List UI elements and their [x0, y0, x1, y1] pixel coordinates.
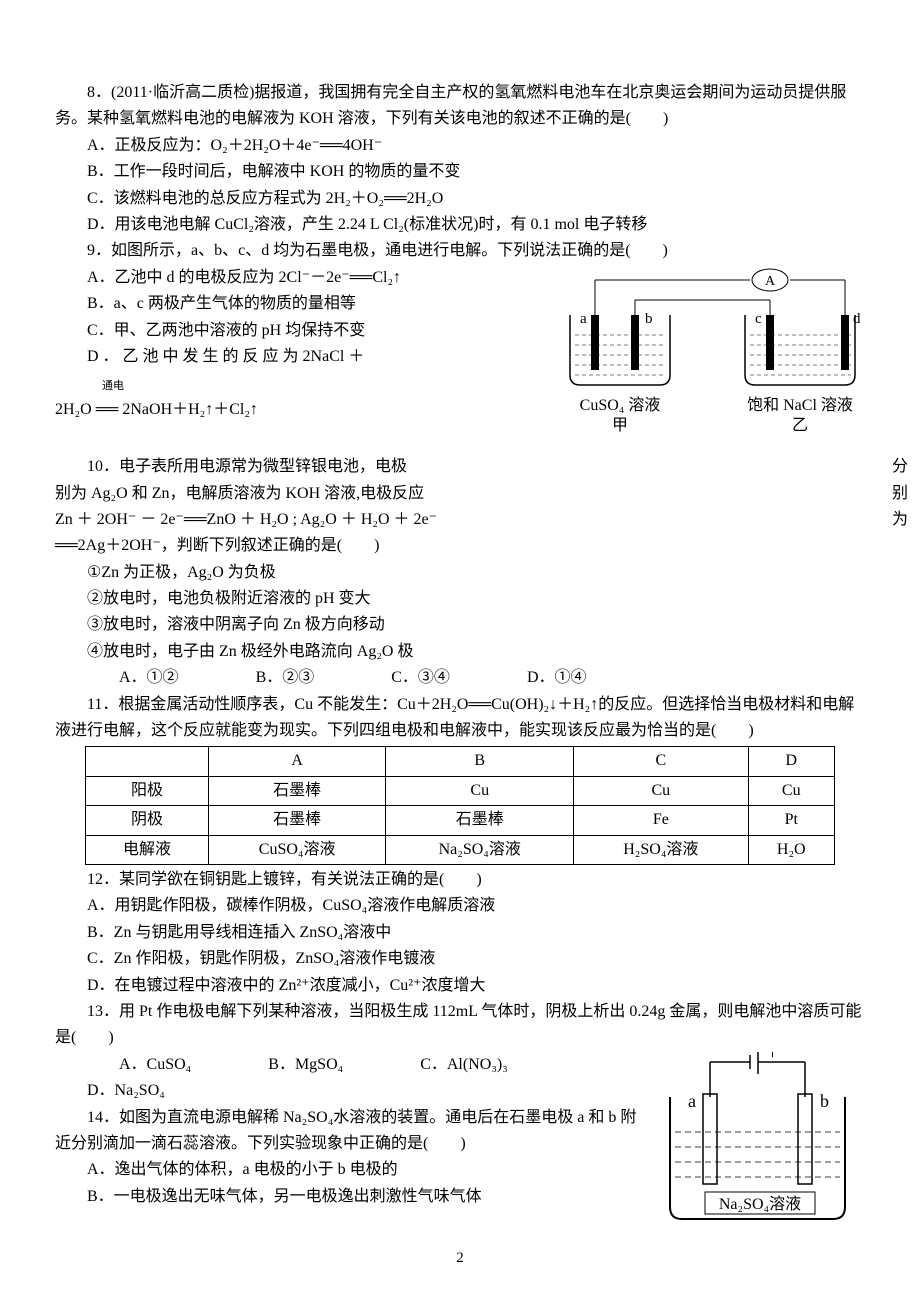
svg-text:A: A	[765, 274, 776, 289]
q10-stem-3: Zn ＋ 2OH⁻ － 2e⁻══ZnO ＋ H₂O ; Ag₂O ＋ H₂O …	[55, 507, 535, 533]
q9-opt-b: B．a、c 两极产生气体的物质的量相等	[55, 291, 535, 317]
q12-stem: 12．某同学欲在铜钥匙上镀锌，有关说法正确的是( )	[55, 867, 865, 893]
svg-text:a: a	[688, 1091, 696, 1111]
svg-text:＋: ＋	[765, 1052, 780, 1061]
q9-opt-d-pre: D ． 乙 池 中 发 生 的 反 应 为 2NaCl ＋	[55, 344, 535, 370]
q9-stem: 9．如图所示，a、b、c、d 均为石墨电极，通电进行电解。下列说法正确的是( )	[55, 238, 865, 264]
q12-opt-d: D．在电镀过程中溶液中的 Zn²⁺浓度减小，Cu²⁺浓度增大	[55, 973, 865, 999]
q9-opt-c: C．甲、乙两池中溶液的 pH 均保持不变	[55, 318, 535, 344]
q12-opt-a: A．用钥匙作阳极，碳棒作阴极，CuSO₄溶液作电解质溶液	[55, 893, 865, 919]
q10-stem-2: 别为 Ag₂O 和 Zn，电解质溶液为 KOH 溶液,电极反应	[55, 481, 535, 507]
svg-text:CuSO₄ 溶液: CuSO₄ 溶液	[580, 396, 661, 414]
q10-o3: ③放电时，溶液中阴离子向 Zn 极方向移动	[55, 612, 865, 638]
table-header-row: A B C D	[86, 747, 835, 776]
q8-opt-c: C．该燃料电池的总反应方程式为 2H₂＋O₂══2H₂O	[55, 186, 865, 212]
svg-text:b: b	[645, 311, 653, 327]
q10-o1: ①Zn 为正极，Ag₂O 为负极	[55, 560, 865, 586]
q8-stem: 8．(2011·临沂高二质检)据报道，我国拥有完全自主产权的氢氧燃料电池车在北京…	[55, 80, 865, 133]
q10-options: A．①②B．②③C．③④D．①④	[55, 665, 865, 691]
q10-o4: ④放电时，电子由 Zn 极经外电路流向 Ag₂O 极	[55, 639, 865, 665]
q9-opt-a: A．乙池中 d 的电极反应为 2Cl⁻－2e⁻══Cl₂↑	[55, 265, 535, 291]
q10-o2: ②放电时，电池负极附近溶液的 pH 变大	[55, 586, 865, 612]
svg-text:乙: 乙	[792, 417, 808, 434]
q11-table: A B C D 阳极石墨棒CuCuCu 阴极石墨棒石墨棒FePt 电解液CuSO…	[85, 746, 835, 865]
q11-stem: 11．根据金属活动性顺序表，Cu 不能发生：Cu＋2H₂O══Cu(OH)₂↓＋…	[55, 692, 865, 745]
table-row: 电解液CuSO₄溶液Na₂SO₄溶液H₂SO₄溶液H₂O	[86, 835, 835, 864]
svg-text:a: a	[580, 311, 587, 327]
q8-opt-d: D．用该电池电解 CuCl₂溶液，产生 2.24 L Cl₂(标准状况)时，有 …	[55, 212, 865, 238]
q8-opt-a: A．正极反应为：O₂＋2H₂O＋4e⁻══4OH⁻	[55, 133, 865, 159]
q14-opt-a: A．逸出气体的体积，a 电极的小于 b 电极的	[55, 1157, 640, 1183]
q10-stem-4: ══2Ag＋2OH⁻，判断下列叙述正确的是( )	[55, 533, 535, 559]
q10-stem-1: 10．电子表所用电源常为微型锌银电池，电极	[55, 454, 535, 480]
q9-figure: A a b c d CuSO₄	[545, 265, 865, 454]
svg-text:c: c	[755, 311, 762, 327]
q8-opt-b: B．工作一段时间后，电解液中 KOH 的物质的量不变	[55, 159, 865, 185]
table-row: 阳极石墨棒CuCuCu	[86, 776, 835, 805]
electrolysis-diagram-icon: A a b c d CuSO₄	[545, 265, 865, 445]
q13-stem: 13．用 Pt 作电极电解下列某种溶液，当阳极生成 112mL 气体时，阴极上析…	[55, 999, 865, 1052]
q14-stem: 14．如图为直流电源电解稀 Na₂SO₄水溶液的装置。通电后在石墨电极 a 和 …	[55, 1105, 640, 1158]
q14-opt-b: B．一电极逸出无味气体，另一电极逸出刺激性气味气体	[55, 1184, 640, 1210]
q14-figure: － ＋ a b Na₂SO₄溶液	[650, 1052, 865, 1236]
svg-text:甲: 甲	[612, 417, 628, 434]
svg-text:d: d	[853, 311, 861, 327]
table-row: 阴极石墨棒石墨棒FePt	[86, 806, 835, 835]
q9-opt-d-post: 通电 2H₂O ══ 2NaOH＋H₂↑＋Cl₂↑	[55, 370, 535, 423]
svg-text:－: －	[740, 1052, 755, 1061]
electrolysis-cell-icon: － ＋ a b Na₂SO₄溶液	[650, 1052, 865, 1227]
q12-opt-c: C．Zn 作阳极，钥匙作阴极，ZnSO₄溶液作电镀液	[55, 946, 865, 972]
q12-opt-b: B．Zn 与钥匙用导线相连插入 ZnSO₄溶液中	[55, 920, 865, 946]
svg-text:b: b	[820, 1091, 829, 1111]
page-number: 2	[55, 1246, 865, 1271]
q10-side: 分 别 为	[892, 454, 910, 533]
svg-text:饱和 NaCl 溶液: 饱和 NaCl 溶液	[747, 396, 853, 414]
q13-options: A．CuSO₄B．MgSO₄C．Al(NO₃)₃D．Na₂SO₄	[55, 1052, 640, 1105]
svg-text:Na₂SO₄溶液: Na₂SO₄溶液	[719, 1195, 801, 1213]
